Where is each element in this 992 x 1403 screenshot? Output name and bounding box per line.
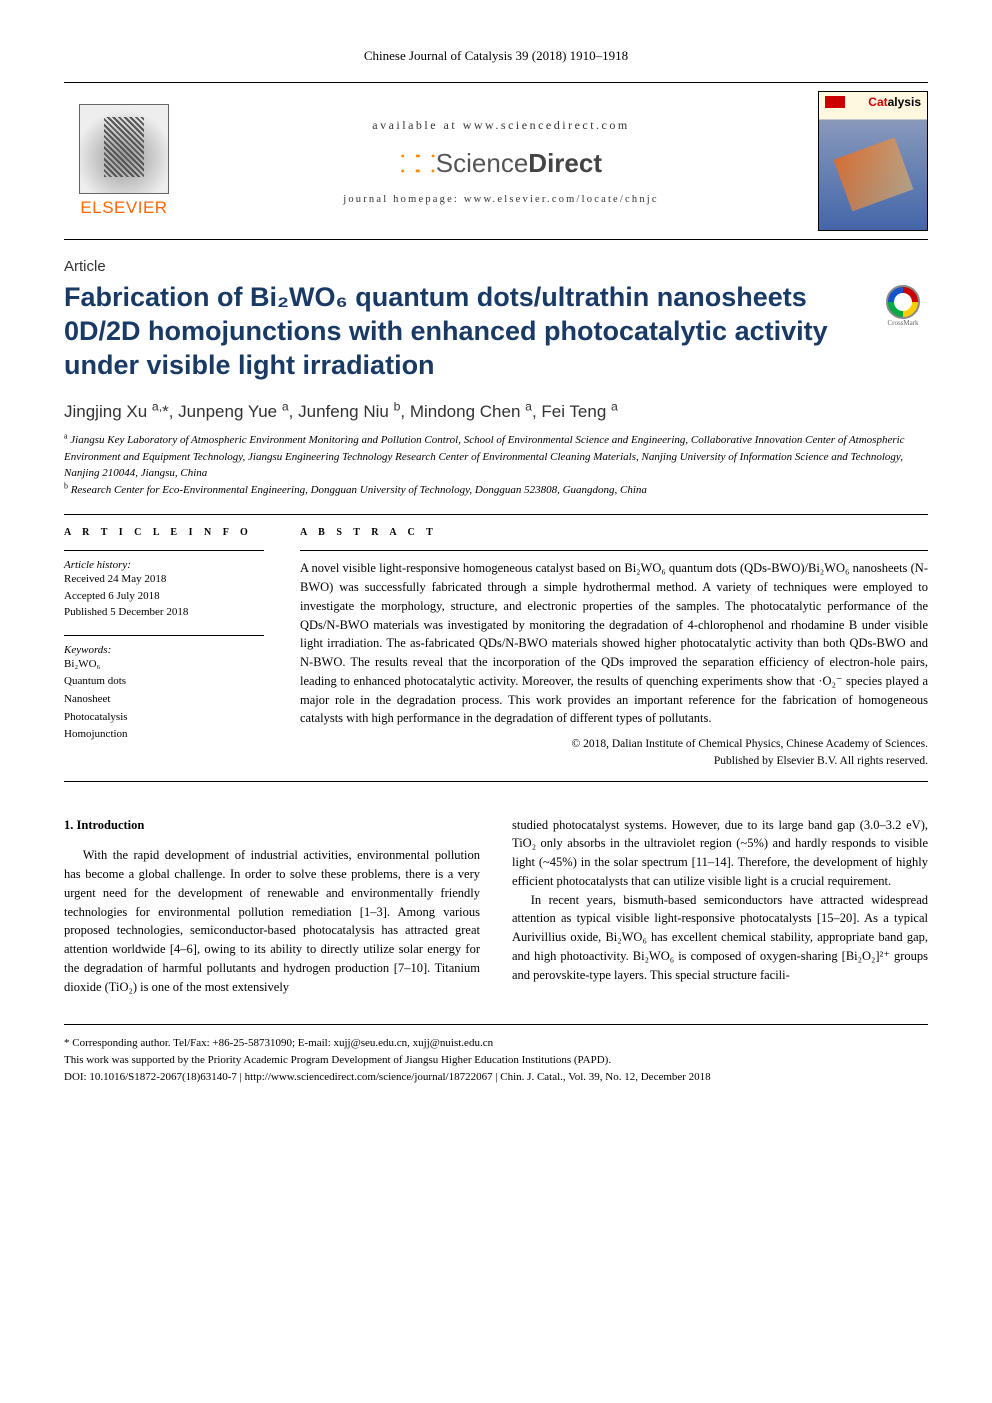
journal-citation-header: Chinese Journal of Catalysis 39 (2018) 1… — [64, 48, 928, 64]
affiliation-b: b Research Center for Eco-Environmental … — [64, 482, 928, 499]
sd-wave-icon: ⸬⸬ — [400, 147, 432, 180]
article-info-heading: A R T I C L E I N F O — [64, 527, 264, 538]
crossmark-label: CrossMark — [887, 319, 918, 327]
author-list: Jingjing Xu a,*, Junpeng Yue a, Junfeng … — [64, 402, 928, 422]
keyword-item: Quantum dots — [64, 673, 264, 691]
cover-title: Catalysis — [868, 95, 921, 109]
keyword-item: Nanosheet — [64, 691, 264, 709]
crossmark-badge[interactable]: CrossMark — [878, 281, 928, 331]
corresponding-author-note: * Corresponding author. Tel/Fax: +86-25-… — [64, 1035, 928, 1052]
copyright-block: © 2018, Dalian Institute of Chemical Phy… — [300, 736, 928, 771]
accepted-date: Accepted 6 July 2018 — [64, 588, 264, 605]
abstract-text: A novel visible light-responsive homogen… — [300, 550, 928, 728]
body-paragraph: With the rapid development of industrial… — [64, 846, 480, 996]
article-info-column: A R T I C L E I N F O Article history: R… — [64, 527, 264, 770]
keyword-item: Photocatalysis — [64, 709, 264, 727]
body-paragraph: In recent years, bismuth-based semicondu… — [512, 891, 928, 985]
sciencedirect-logo[interactable]: ⸬⸬ ScienceDirect — [400, 147, 602, 180]
body-two-column: 1. Introduction With the rapid developme… — [64, 816, 928, 997]
article-type-label: Article — [64, 258, 928, 275]
body-column-left: 1. Introduction With the rapid developme… — [64, 816, 480, 997]
article-history-block: Article history: Received 24 May 2018 Ac… — [64, 550, 264, 621]
page-container: Chinese Journal of Catalysis 39 (2018) 1… — [0, 0, 992, 1134]
keywords-list: Bi₂WO₆ Quantum dots Nanosheet Photocatal… — [64, 656, 264, 744]
abstract-heading: A B S T R A C T — [300, 527, 928, 538]
body-column-right: studied photocatalyst systems. However, … — [512, 816, 928, 997]
body-paragraph: studied photocatalyst systems. However, … — [512, 816, 928, 891]
funding-note: This work was supported by the Priority … — [64, 1052, 928, 1069]
keyword-item: Bi₂WO₆ — [64, 656, 264, 674]
sciencedirect-block: available at www.sciencedirect.com ⸬⸬ Sc… — [184, 118, 818, 205]
cover-art-icon — [833, 138, 913, 212]
journal-cover-thumbnail: Catalysis — [818, 91, 928, 231]
abstract-column: A B S T R A C T A novel visible light-re… — [300, 527, 928, 770]
copyright-line-2: Published by Elsevier B.V. All rights re… — [300, 753, 928, 770]
article-title: Fabrication of Bi₂WO₆ quantum dots/ultra… — [64, 281, 866, 382]
keywords-label: Keywords: — [64, 644, 264, 656]
available-at-text: available at www.sciencedirect.com — [204, 118, 798, 133]
masthead-row: ELSEVIER available at www.sciencedirect.… — [64, 82, 928, 240]
section-heading-intro: 1. Introduction — [64, 816, 480, 835]
title-row: Fabrication of Bi₂WO₆ quantum dots/ultra… — [64, 281, 928, 382]
elsevier-tree-icon — [79, 104, 169, 194]
copyright-line-1: © 2018, Dalian Institute of Chemical Phy… — [300, 736, 928, 753]
divider-icon — [64, 781, 928, 782]
affiliation-a: a a Jiangsu Key Laboratory of Atmospheri… — [64, 432, 928, 482]
info-abstract-row: A R T I C L E I N F O Article history: R… — [64, 527, 928, 770]
doi-line: DOI: 10.1016/S1872-2067(18)63140-7 | htt… — [64, 1069, 928, 1086]
divider-icon — [64, 514, 928, 515]
received-date: Received 24 May 2018 — [64, 571, 264, 588]
keywords-block: Keywords: Bi₂WO₆ Quantum dots Nanosheet … — [64, 635, 264, 744]
keyword-item: Homojunction — [64, 726, 264, 744]
publisher-name: ELSEVIER — [80, 198, 167, 218]
affiliations-block: a a Jiangsu Key Laboratory of Atmospheri… — [64, 432, 928, 498]
publisher-block: ELSEVIER — [64, 104, 184, 218]
sd-brand-text: ScienceDirect — [436, 148, 602, 179]
journal-homepage-link[interactable]: journal homepage: www.elsevier.com/locat… — [204, 194, 798, 205]
footnote-block: * Corresponding author. Tel/Fax: +86-25-… — [64, 1024, 928, 1086]
published-date: Published 5 December 2018 — [64, 604, 264, 621]
history-label: Article history: — [64, 559, 264, 571]
crossmark-circle-icon — [886, 285, 920, 319]
